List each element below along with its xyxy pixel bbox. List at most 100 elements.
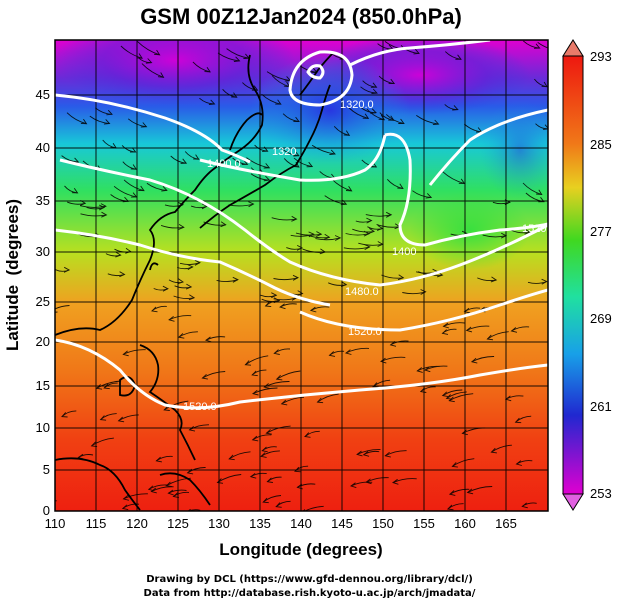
streamline-arrowhead (251, 85, 259, 91)
streamline-arrowhead (205, 336, 212, 343)
streamline (466, 325, 490, 331)
streamline-arrowhead (204, 66, 211, 73)
streamline (96, 380, 122, 389)
streamline-arrowhead (220, 221, 227, 228)
streamline-arrowhead (416, 367, 423, 373)
streamline-arrowhead (271, 292, 278, 299)
streamline-arrowhead (345, 349, 352, 355)
streamline-arrowhead (397, 183, 404, 190)
streamline-arrowhead (293, 151, 300, 157)
streamline (442, 171, 465, 184)
streamline (295, 232, 322, 236)
streamline-arrowhead (233, 56, 241, 62)
x-tick-label: 165 (495, 516, 517, 531)
streamline-arrowhead (334, 235, 342, 241)
streamline-arrowhead (279, 303, 286, 310)
colorbar-max-arrow (562, 39, 584, 57)
streamline-arrowhead (138, 185, 145, 192)
y-axis-label: Latitude (degrees) (3, 199, 22, 351)
streamline-arrowhead (424, 366, 431, 373)
streamline-arrowhead (263, 163, 271, 169)
streamline-arrowhead (147, 485, 155, 492)
colorbar-tick-label: 293 (590, 49, 612, 64)
streamline-arrowhead (122, 495, 130, 501)
streamline (80, 213, 107, 217)
streamline-arrowhead (389, 341, 397, 347)
streamline-arrowhead (100, 203, 107, 210)
streamline-arrowhead (216, 478, 224, 484)
streamline-arrowhead (552, 46, 558, 51)
streamline (266, 71, 291, 82)
streamline-arrowhead (178, 224, 185, 230)
chart-title: GSM 00Z12Jan2024 (850.0hPa) (140, 4, 462, 29)
colorbar-bar (562, 55, 584, 495)
streamline-arrowhead (188, 294, 196, 301)
streamline-arrowhead (329, 149, 336, 155)
contour-labels: 1400.0 1320 1480.0 1520.0 1320.0 1400 15… (183, 99, 546, 413)
streamline-arrowhead (343, 130, 351, 136)
streamline-arrowhead (177, 333, 185, 339)
svg-text:1480.0: 1480.0 (345, 286, 379, 298)
streamline-arrowhead (486, 334, 494, 341)
streamline (120, 45, 143, 59)
streamline-arrowhead (48, 309, 54, 314)
streamline-arrowhead (187, 264, 194, 270)
streamline-arrowhead (201, 373, 208, 380)
svg-text:1520.0: 1520.0 (183, 401, 217, 413)
streamline-arrowhead (362, 113, 370, 119)
streamline (392, 478, 417, 484)
streamline-arrowhead (398, 118, 405, 124)
streamline (137, 41, 160, 56)
y-tick-label: 10 (36, 420, 50, 435)
streamline-arrowhead (193, 154, 200, 160)
colorbar-tick-label: 285 (590, 137, 612, 152)
streamline (245, 355, 269, 366)
streamline (467, 486, 493, 493)
x-tick-label: 115 (86, 516, 107, 531)
streamline-arrowhead (275, 502, 282, 508)
streamline (202, 371, 226, 379)
streamline (160, 224, 184, 229)
streamline (113, 185, 137, 198)
svg-text:1320: 1320 (272, 146, 296, 158)
streamline-arrowhead (316, 397, 324, 404)
colorbar-tick-label: 277 (590, 224, 612, 239)
streamline (376, 223, 400, 228)
streamline-arrowhead (366, 217, 373, 224)
streamline-arrowhead (297, 290, 304, 297)
streamline-arrowhead (293, 116, 300, 123)
streamline-arrowhead (425, 193, 433, 199)
streamline-arrowhead (291, 215, 298, 222)
streamline (91, 437, 114, 447)
streamline-arrowhead (194, 259, 201, 266)
streamline-arrowhead (448, 396, 455, 403)
y-tick-label: 5 (43, 462, 50, 477)
streamline-arrowhead (392, 478, 399, 485)
streamline-arrowhead (458, 178, 466, 184)
streamline (290, 233, 314, 237)
streamline (345, 347, 370, 354)
streamline-arrowhead (273, 349, 280, 355)
streamline (452, 458, 475, 467)
streamline-arrowhead (101, 211, 108, 218)
x-axis-label: Longitude (degrees) (219, 540, 382, 559)
streamline-arrowhead (121, 504, 129, 511)
streamline-arrowhead (165, 481, 172, 488)
streamline-arrowhead (185, 283, 193, 290)
streamline-arrowhead (432, 119, 440, 126)
streamline-arrowhead (388, 115, 395, 121)
streamline-arrowhead (275, 99, 282, 105)
streamline (449, 393, 474, 402)
streamlines (37, 40, 558, 511)
svg-text:1520.0: 1520.0 (348, 326, 382, 338)
streamline-arrowhead (541, 278, 548, 285)
streamline-arrowhead (455, 54, 462, 60)
streamline-arrowhead (441, 329, 449, 335)
streamline-arrowhead (61, 412, 68, 418)
streamline-arrowhead (136, 53, 143, 59)
streamline-arrowhead (262, 497, 269, 504)
streamline-arrowhead (241, 159, 249, 166)
streamline-arrowhead (37, 315, 43, 320)
streamline-arrowhead (122, 350, 129, 357)
